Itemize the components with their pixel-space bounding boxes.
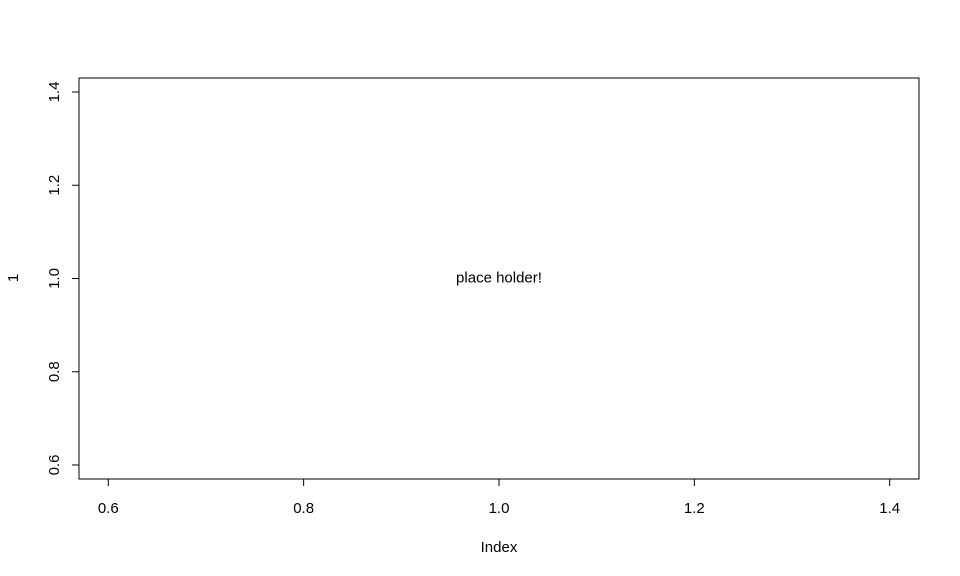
annotation-text: place holder! [456, 269, 542, 286]
y-axis: 0.6 0.8 1.0 1.2 1.4 [46, 82, 80, 476]
x-tick-label: 0.6 [98, 500, 119, 517]
x-axis: 0.6 0.8 1.0 1.2 1.4 [98, 478, 900, 517]
x-tick-label: 0.8 [293, 500, 314, 517]
y-tick-label: 1.2 [46, 175, 63, 196]
y-tick-label: 1.4 [46, 82, 63, 103]
x-tick-label: 1.2 [684, 500, 705, 517]
x-tick-label: 1.4 [879, 500, 900, 517]
y-axis-label: 1 [5, 274, 22, 282]
y-tick-label: 0.8 [46, 361, 63, 382]
y-tick-label: 1.0 [46, 268, 63, 289]
y-tick-label: 0.6 [46, 455, 63, 476]
x-axis-label: Index [481, 539, 518, 556]
x-tick-label: 1.0 [489, 500, 510, 517]
